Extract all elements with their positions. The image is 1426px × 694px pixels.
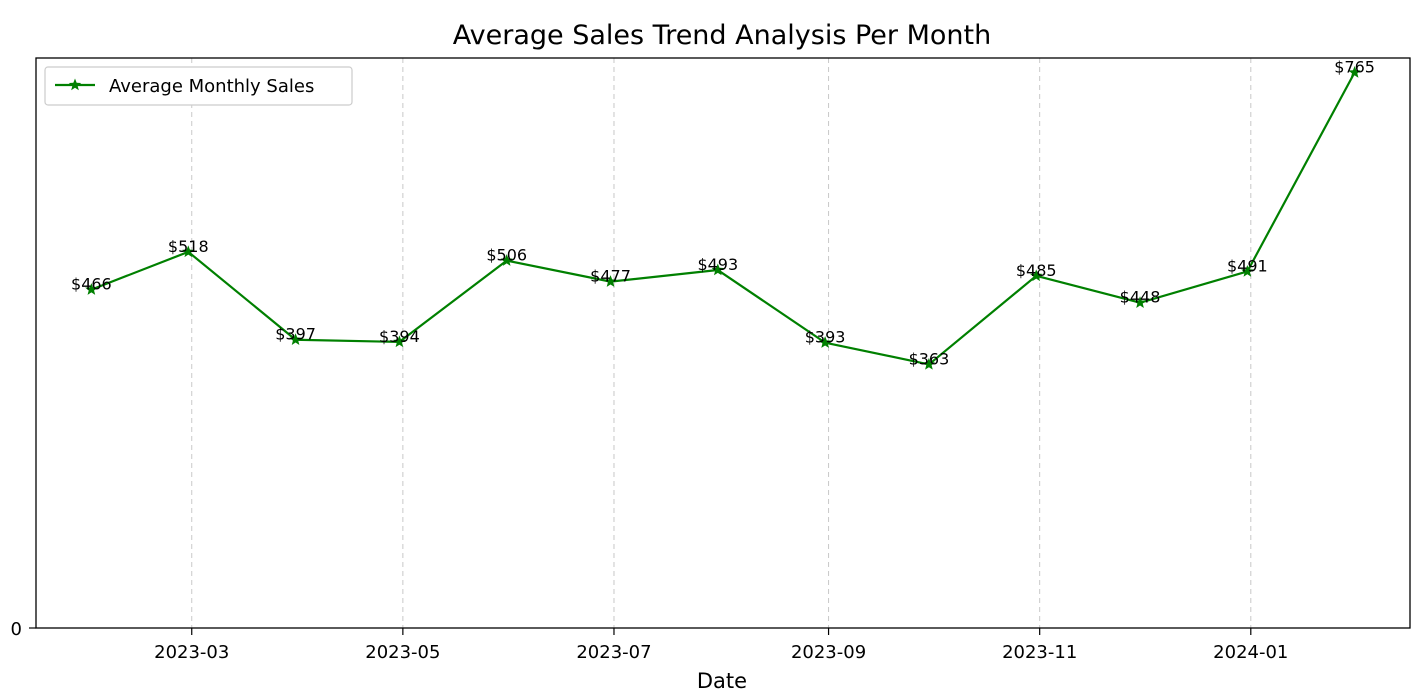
data-point-marker bbox=[1348, 66, 1361, 78]
data-labels: $466 $518 $397 $394 $506 $477 $493 $393 $363 $485… bbox=[71, 58, 1375, 369]
data-label: $363 bbox=[909, 349, 950, 368]
data-label: $518 bbox=[168, 237, 209, 256]
axis-ticks: 2023-03 2023-05 2023-07 2023-09 2023-11 2024-… bbox=[11, 619, 1289, 663]
data-point-marker bbox=[818, 336, 832, 348]
x-tick-label: 2023-03 bbox=[154, 642, 229, 663]
grid-lines bbox=[191, 58, 1252, 628]
data-label: $477 bbox=[590, 267, 631, 286]
data-label: $765 bbox=[1334, 58, 1375, 77]
data-point-marker bbox=[1241, 264, 1254, 277]
data-label: $394 bbox=[379, 327, 420, 346]
series-line bbox=[90, 71, 1356, 366]
y-tick-label: 0 bbox=[11, 619, 22, 640]
data-label: $506 bbox=[486, 246, 527, 265]
legend-label: Average Monthly Sales bbox=[109, 76, 314, 97]
data-point-marker bbox=[289, 333, 302, 345]
data-label: $485 bbox=[1016, 261, 1057, 280]
data-point-marker bbox=[711, 263, 724, 276]
x-tick-label: 2023-09 bbox=[791, 642, 866, 663]
x-tick-label: 2023-07 bbox=[576, 642, 651, 663]
legend: Average Monthly Sales bbox=[44, 66, 353, 106]
data-point-marker bbox=[85, 283, 98, 295]
data-point-marker bbox=[1133, 296, 1147, 308]
data-point-marker bbox=[922, 357, 936, 370]
chart-title: Average Sales Trend Analysis Per Month bbox=[453, 20, 991, 51]
data-label: $393 bbox=[805, 328, 846, 347]
data-point-marker bbox=[604, 275, 617, 287]
legend-box bbox=[44, 66, 353, 106]
data-label: $448 bbox=[1120, 288, 1161, 307]
legend-star-marker bbox=[68, 78, 82, 91]
data-point-marker bbox=[1030, 269, 1043, 282]
data-label: $466 bbox=[71, 275, 112, 294]
plot-frame bbox=[35, 57, 1411, 629]
data-point-marker bbox=[182, 245, 195, 258]
data-label: $491 bbox=[1227, 256, 1268, 275]
x-axis-label: Date bbox=[697, 669, 747, 693]
data-point-marker bbox=[500, 254, 513, 266]
x-tick-label: 2024-01 bbox=[1213, 642, 1288, 663]
data-label: $493 bbox=[697, 255, 738, 274]
data-point-marker bbox=[393, 335, 406, 348]
series-layer bbox=[85, 66, 1361, 370]
x-tick-label: 2023-11 bbox=[1002, 642, 1077, 663]
data-label: $397 bbox=[275, 325, 316, 344]
x-tick-label: 2023-05 bbox=[365, 642, 440, 663]
